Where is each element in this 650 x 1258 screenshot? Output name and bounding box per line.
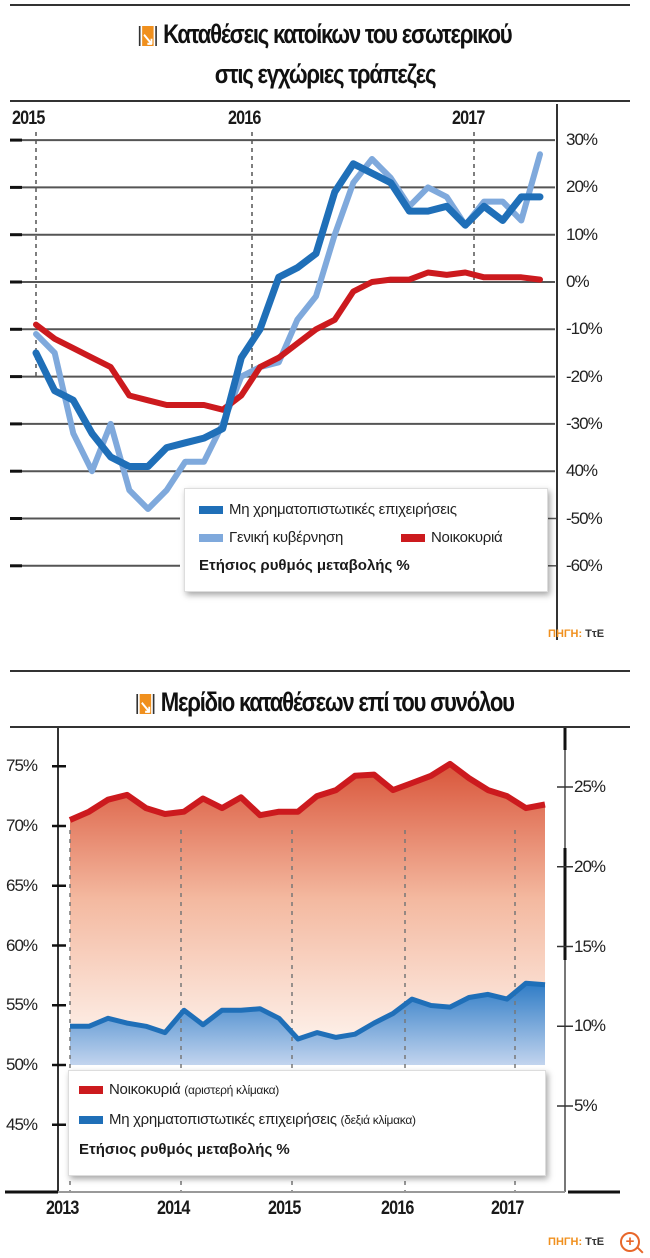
zoom-in-icon[interactable]: +	[620, 1232, 640, 1252]
right-y-tick-label: 15%	[574, 936, 606, 956]
chart1-source: ΠΗΓΗ: ΤτΕ	[548, 628, 605, 640]
chart1-plot	[10, 104, 558, 640]
legend-swatch	[199, 534, 223, 543]
y-tick-label: 20%	[566, 177, 598, 197]
year-label: 2016	[381, 1198, 414, 1219]
arrow-logo-icon	[138, 23, 157, 55]
chart1-title-line1: Καταθέσεις κατοίκων του εσωτερικού	[59, 18, 592, 55]
legend-swatch	[79, 1116, 103, 1125]
year-label: 2013	[46, 1198, 79, 1219]
right-y-tick-label: 20%	[574, 856, 606, 876]
legend-swatch	[401, 534, 425, 543]
right-y-tick-label: 5%	[574, 1096, 598, 1115]
left-y-tick-label: 60%	[6, 935, 38, 955]
legend-note: Ετήσιος ρυθμός μεταβολής %	[199, 557, 410, 574]
right-y-tick-label: 10%	[574, 1016, 606, 1036]
year-label: 2015	[12, 108, 45, 129]
chart2-title: Μερίδιο καταθέσεων επί του συνόλου	[59, 686, 592, 723]
legend-swatch	[199, 506, 223, 515]
legend-item: Νοικοκυριά	[401, 529, 503, 546]
y-tick-label: 40%	[566, 461, 598, 481]
y-tick-label: -50%	[566, 508, 603, 528]
year-label: 2017	[491, 1198, 524, 1219]
y-tick-label: -10%	[566, 319, 603, 339]
title-rule	[10, 100, 630, 102]
year-label: 2014	[157, 1198, 190, 1219]
chart1-legend: Μη χρηματοπιστωτικές επιχειρήσεις Γενική…	[184, 488, 548, 592]
y-tick-label: 30%	[566, 130, 598, 150]
legend-item: Νοικοκυριά (αριστερή κλίμακα)	[79, 1081, 279, 1098]
chart2-legend: Νοικοκυριά (αριστερή κλίμακα) Μη χρηματο…	[68, 1070, 546, 1176]
chart2-source: ΠΗΓΗ: ΤτΕ	[548, 1236, 605, 1248]
chart1-title-line2: στις εγχώριες τράπεζες	[214, 59, 437, 89]
chart2-top-rule	[10, 670, 630, 672]
left-y-tick-label: 75%	[6, 756, 38, 776]
left-y-tick-label: 70%	[6, 816, 38, 835]
arrow-logo-icon	[136, 691, 155, 723]
year-label: 2016	[228, 108, 261, 129]
top-rule	[10, 4, 630, 6]
legend-item: Μη χρηματοπιστωτικές επιχειρήσεις	[199, 501, 457, 518]
y-tick-label: -30%	[566, 413, 603, 433]
legend-item: Μη χρηματοπιστωτικές επιχειρήσεις (δεξιά…	[79, 1111, 416, 1128]
left-y-tick-label: 45%	[6, 1114, 38, 1134]
right-y-tick-label: 25%	[574, 777, 606, 796]
chart2-title-rule	[10, 726, 630, 728]
year-label: 2017	[452, 108, 485, 129]
legend-item: Γενική κυβέρνηση	[199, 529, 343, 546]
left-y-tick-label: 50%	[6, 1055, 38, 1074]
legend-swatch	[79, 1086, 103, 1095]
left-y-tick-label: 55%	[6, 995, 38, 1015]
y-tick-label: 0%	[566, 272, 590, 291]
legend-note: Ετήσιος ρυθμός μεταβολής %	[79, 1141, 290, 1158]
left-y-tick-label: 65%	[6, 875, 38, 895]
year-label: 2015	[268, 1198, 301, 1219]
y-tick-label: -20%	[566, 366, 603, 386]
y-tick-label: -60%	[566, 555, 603, 575]
y-tick-label: 10%	[566, 224, 598, 244]
